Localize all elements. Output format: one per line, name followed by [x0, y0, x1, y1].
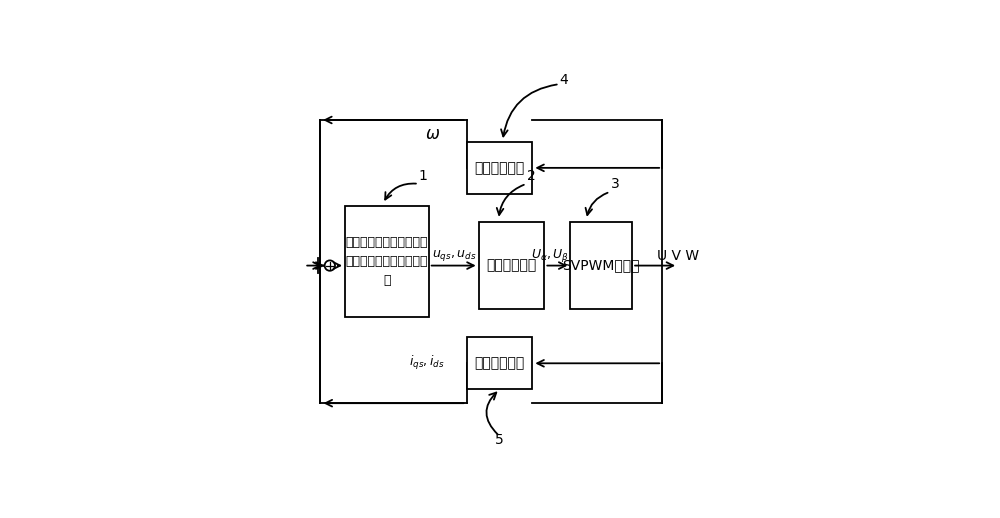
- Text: 4: 4: [559, 73, 568, 87]
- Text: 考虑输入饱和的永磁同步: 考虑输入饱和的永磁同步: [346, 236, 428, 249]
- Text: $u_{qs},u_{ds}$: $u_{qs},u_{ds}$: [432, 248, 477, 263]
- Bar: [479, 222, 544, 309]
- Text: SVPWM逆变器: SVPWM逆变器: [562, 258, 640, 272]
- Bar: [570, 222, 632, 309]
- Bar: [467, 337, 532, 389]
- Text: $i_{qs},i_{ds}$: $i_{qs},i_{ds}$: [409, 354, 445, 372]
- Bar: [345, 206, 429, 318]
- Bar: [467, 142, 532, 194]
- Text: $U_{\alpha},U_{\beta}$: $U_{\alpha},U_{\beta}$: [531, 247, 569, 264]
- Text: 器: 器: [383, 274, 391, 287]
- Text: 2: 2: [527, 169, 536, 183]
- Text: 电动机命令滤波离散控制: 电动机命令滤波离散控制: [346, 255, 428, 268]
- Text: 坐标变换单元: 坐标变换单元: [486, 258, 537, 272]
- Text: 3: 3: [611, 177, 620, 191]
- Text: 1: 1: [418, 169, 427, 183]
- Text: 5: 5: [495, 433, 504, 447]
- Text: 电流检测单元: 电流检测单元: [474, 356, 525, 370]
- Text: 转速检测单元: 转速检测单元: [474, 161, 525, 175]
- Text: U V W: U V W: [657, 249, 699, 263]
- Text: ω: ω: [426, 125, 440, 143]
